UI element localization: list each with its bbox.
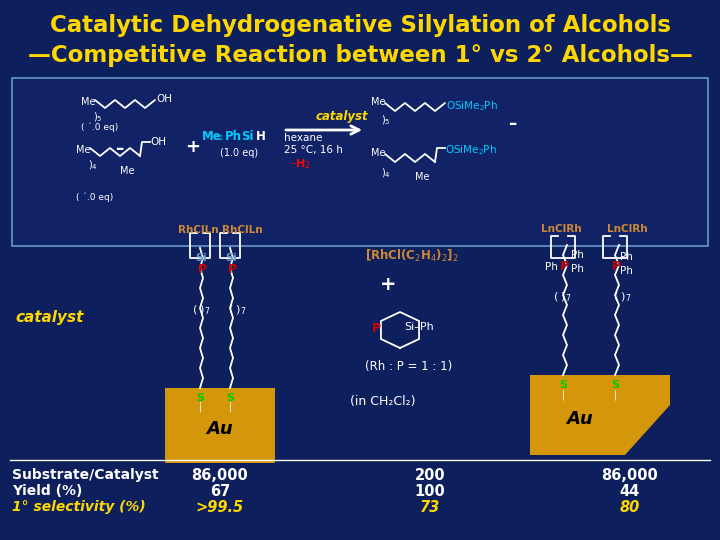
Text: Si–Ph: Si–Ph <box>404 322 433 332</box>
Text: $_2$: $_2$ <box>218 133 224 143</box>
Text: catalyst: catalyst <box>316 110 369 123</box>
Text: Ph: Ph <box>620 252 633 262</box>
Text: Ph: Ph <box>571 264 584 274</box>
Text: 200: 200 <box>415 468 445 483</box>
Text: 67: 67 <box>210 484 230 499</box>
Text: (1.0 eq): (1.0 eq) <box>220 148 258 158</box>
Text: (Rh : P = 1 : 1): (Rh : P = 1 : 1) <box>365 360 452 373</box>
Text: Me: Me <box>371 148 385 158</box>
Text: 100: 100 <box>415 484 446 499</box>
Text: >99.5: >99.5 <box>196 500 244 515</box>
Text: P: P <box>198 263 207 276</box>
Bar <box>12 78 708 246</box>
Text: Me: Me <box>76 145 91 155</box>
Bar <box>530 375 670 455</box>
Text: P: P <box>612 260 621 273</box>
Text: Au: Au <box>567 410 593 428</box>
Text: 1° selectivity (%): 1° selectivity (%) <box>12 500 145 514</box>
Text: S: S <box>226 393 234 403</box>
Text: 86,000: 86,000 <box>192 468 248 483</box>
Text: Me: Me <box>371 97 385 107</box>
Text: RhClLn: RhClLn <box>178 225 219 235</box>
Text: 73: 73 <box>420 500 440 515</box>
Text: LnClRh: LnClRh <box>607 224 647 234</box>
Text: 25 °C, 16 h: 25 °C, 16 h <box>284 145 343 155</box>
Text: ( ´.0 eq): ( ´.0 eq) <box>76 193 113 202</box>
Text: $)_4$: $)_4$ <box>88 158 98 172</box>
Text: (in CH₂Cl₂): (in CH₂Cl₂) <box>350 395 415 408</box>
Text: Si: Si <box>225 253 237 263</box>
Text: catalyst: catalyst <box>15 310 84 325</box>
Polygon shape <box>625 405 670 455</box>
Text: ( )$_7$: ( )$_7$ <box>553 290 572 303</box>
Text: 86,000: 86,000 <box>602 468 658 483</box>
Text: Me: Me <box>415 172 430 182</box>
Text: OH: OH <box>150 137 166 147</box>
Text: |: | <box>614 389 617 400</box>
Text: RhClLn: RhClLn <box>222 225 263 235</box>
Text: ( )$_7$: ( )$_7$ <box>192 303 210 316</box>
Text: +: + <box>185 138 200 156</box>
Bar <box>165 388 275 463</box>
Text: Ph: Ph <box>571 250 584 260</box>
Text: |: | <box>199 402 202 413</box>
Text: LnClRh: LnClRh <box>541 224 582 234</box>
Text: ( )$_7$: ( )$_7$ <box>613 290 631 303</box>
Text: Substrate/Catalyst: Substrate/Catalyst <box>12 468 158 482</box>
Text: Me: Me <box>81 97 96 107</box>
Text: Me: Me <box>120 166 135 176</box>
Text: Ph: Ph <box>620 266 633 276</box>
Text: OSiMe$_2$Ph: OSiMe$_2$Ph <box>445 143 497 157</box>
Text: P: P <box>560 260 569 273</box>
Text: $)_4$: $)_4$ <box>381 166 391 180</box>
Text: Me: Me <box>202 130 222 143</box>
Text: ( ´.0 eq): ( ´.0 eq) <box>81 122 118 132</box>
Text: S: S <box>196 393 204 403</box>
Text: Catalytic Dehydrogenative Silylation of Alcohols: Catalytic Dehydrogenative Silylation of … <box>50 14 670 37</box>
Text: |: | <box>229 402 233 413</box>
Text: 80: 80 <box>620 500 640 515</box>
Text: Yield (%): Yield (%) <box>12 484 82 498</box>
Text: OH: OH <box>156 94 172 104</box>
Text: $)_5$: $)_5$ <box>381 113 391 126</box>
Text: P: P <box>372 322 381 335</box>
Text: –: – <box>508 115 516 133</box>
Text: P: P <box>228 263 237 276</box>
Text: hexane: hexane <box>284 133 323 143</box>
Text: S: S <box>611 380 619 390</box>
Text: H: H <box>256 130 266 143</box>
Text: Au: Au <box>207 420 233 438</box>
Text: +: + <box>380 275 397 294</box>
Text: $)_5$: $)_5$ <box>93 110 103 124</box>
Text: |: | <box>562 389 565 400</box>
Text: Si: Si <box>195 253 207 263</box>
Text: Ph: Ph <box>545 262 558 272</box>
Text: Ph: Ph <box>225 130 242 143</box>
Text: –H$_2$: –H$_2$ <box>290 157 311 171</box>
Text: –: – <box>115 140 123 158</box>
Text: S: S <box>559 380 567 390</box>
Text: Si: Si <box>241 130 253 143</box>
Text: [RhCl(C$_2$H$_4$)$_2$]$_2$: [RhCl(C$_2$H$_4$)$_2$]$_2$ <box>365 248 459 264</box>
Text: 44: 44 <box>620 484 640 499</box>
Text: OSiMe$_2$Ph: OSiMe$_2$Ph <box>446 99 498 113</box>
Text: —Competitive Reaction between 1° vs 2° Alcohols—: —Competitive Reaction between 1° vs 2° A… <box>27 44 693 67</box>
Text: ( )$_7$: ( )$_7$ <box>228 303 246 316</box>
